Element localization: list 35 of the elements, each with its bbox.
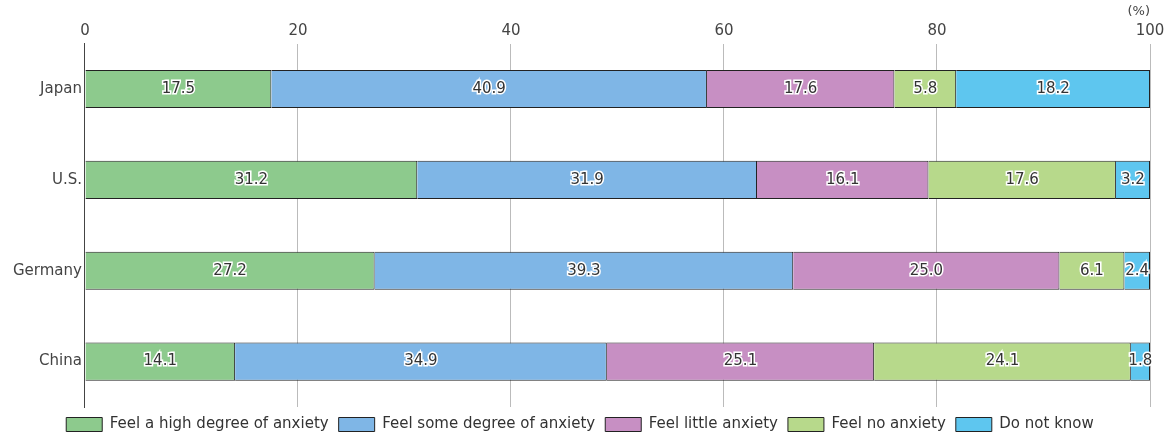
data-label: 27.2	[213, 260, 247, 279]
data-label: 25.0	[909, 260, 944, 279]
data-label: 5.8	[913, 78, 938, 97]
data-label: 31.2	[234, 169, 269, 188]
data-label: 18.2	[1036, 78, 1070, 97]
data-label: 2.4	[1125, 260, 1150, 279]
x-tick-label: 0	[80, 21, 90, 40]
data-label: 31.9	[570, 169, 604, 188]
y-tick-label: U.S.	[51, 169, 82, 188]
data-label: 17.6	[1005, 169, 1039, 188]
data-label: 34.9	[404, 351, 438, 370]
data-label: 25.1	[723, 351, 758, 370]
data-label: 3.2	[1121, 169, 1145, 188]
x-tick-label: 80	[927, 21, 947, 40]
data-label: 24.1	[985, 351, 1020, 370]
x-tick-label: 40	[501, 21, 521, 40]
y-tick-label: Germany	[12, 260, 83, 279]
legend-label: Feel some degree of anxiety	[382, 414, 596, 433]
y-tick-label: Japan	[39, 78, 82, 97]
data-label: 17.6	[783, 78, 818, 97]
data-label: 17.5	[161, 78, 196, 97]
y-tick-label: China	[39, 351, 82, 370]
legend-label: Feel no anxiety	[831, 414, 946, 433]
data-label: 14.1	[143, 351, 177, 370]
x-tick-label: 20	[288, 21, 308, 40]
x-tick-label: 100	[1135, 21, 1165, 40]
x-axis-title: (%)	[1127, 3, 1150, 19]
legend-label: Feel little anxiety	[648, 414, 779, 433]
x-tick-label: 60	[714, 21, 734, 40]
legend-label: Feel a high degree of anxiety	[109, 414, 329, 433]
data-label: 16.1	[826, 169, 860, 188]
legend-label: Do not know	[999, 414, 1094, 433]
data-label: 6.1	[1080, 260, 1104, 279]
data-label: 40.9	[472, 78, 506, 97]
data-label: 39.3	[567, 260, 601, 279]
